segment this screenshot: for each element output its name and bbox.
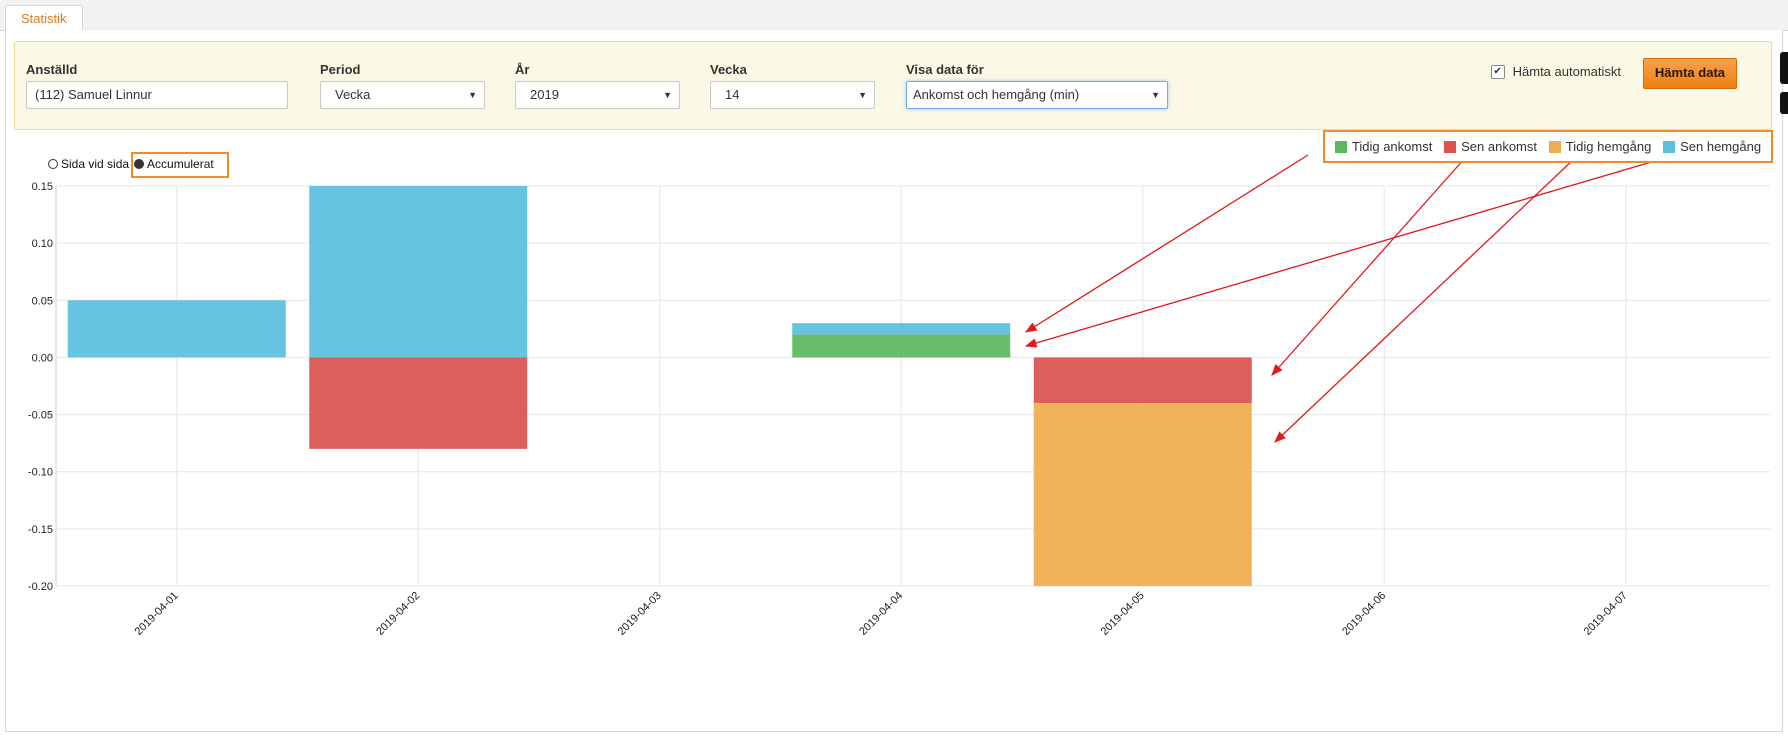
accumulated-highlight — [131, 152, 229, 178]
x-axis-ticks: 2019-04-01 2019-04-02 2019-04-03 2019-04-04… — [133, 590, 1630, 638]
legend-label: Tidig hemgång — [1565, 139, 1652, 154]
chart-legend: Tidig ankomst Sen ankomst Tidig hemgång … — [1323, 130, 1773, 163]
legend-label: Tidig ankomst — [1351, 139, 1433, 154]
radio-circle-selected[interactable] — [134, 159, 145, 169]
x-tick-label: 2019-04-05 — [1099, 590, 1147, 638]
annotation-arrow — [1025, 154, 1309, 333]
year-group: År 2019 ▼ — [515, 62, 680, 109]
show-data-group: Visa data för Ankomst och hemgång (min) … — [906, 62, 1168, 109]
period-value: Vecka — [335, 87, 371, 102]
year-label: År — [515, 62, 530, 77]
filter-panel: Anställd (112) Samuel Linnur Period Veck… — [14, 41, 1772, 130]
legend-item[interactable]: Sen ankomst — [1444, 139, 1537, 154]
tab-statistik[interactable]: Statistik — [5, 5, 83, 33]
y-tick-label: 0.05 — [32, 295, 53, 307]
side-handle[interactable] — [1780, 92, 1788, 114]
y-tick-label: -0.15 — [28, 524, 53, 536]
side-handle[interactable] — [1780, 52, 1788, 84]
bar-segment — [1033, 403, 1252, 586]
legend-swatch — [1663, 140, 1676, 153]
week-value: 14 — [725, 87, 740, 102]
x-tick-label: 2019-04-01 — [133, 590, 181, 638]
annotation-arrow — [1024, 157, 1666, 348]
dropdown-arrow-icon: ▼ — [858, 90, 867, 100]
year-value: 2019 — [530, 87, 559, 102]
show-data-label: Visa data för — [906, 62, 984, 77]
chart-bars — [67, 186, 1252, 586]
bar-segment — [67, 300, 286, 358]
y-tick-label: -0.10 — [28, 467, 53, 479]
week-label: Vecka — [710, 62, 747, 77]
x-tick-label: 2019-04-07 — [1582, 590, 1630, 638]
bar-segment — [1033, 357, 1252, 404]
y-tick-label: -0.20 — [28, 581, 53, 593]
period-select[interactable]: Vecka ▼ — [320, 81, 485, 109]
legend-swatch — [1444, 140, 1457, 153]
annotation-arrow — [1274, 157, 1576, 443]
x-tick-label: 2019-04-02 — [374, 590, 422, 638]
y-tick-label: 0.15 — [32, 181, 53, 193]
week-select[interactable]: 14 ▼ — [710, 81, 875, 109]
year-select[interactable]: 2019 ▼ — [515, 81, 680, 109]
bar-segment — [309, 186, 528, 358]
show-data-value: Ankomst och hemgång (min) — [913, 87, 1080, 102]
dropdown-arrow-icon: ▼ — [1151, 90, 1160, 100]
legend-swatch — [1548, 140, 1561, 153]
legend-item[interactable]: Tidig ankomst — [1334, 139, 1433, 154]
y-tick-label: -0.05 — [28, 410, 53, 422]
auto-fetch-label: Hämta automatiskt — [1512, 64, 1621, 79]
chart-grid — [55, 185, 1770, 587]
dropdown-arrow-icon: ▼ — [663, 90, 672, 100]
auto-fetch-checkbox[interactable]: ✔ — [1490, 64, 1505, 79]
annotation-arrows — [1024, 154, 1666, 443]
display-mode: Sida vid sida Accumulerat — [48, 157, 219, 171]
x-tick-label: 2019-04-06 — [1340, 590, 1388, 638]
legend-swatch — [1334, 140, 1347, 153]
legend-item[interactable]: Tidig hemgång — [1548, 139, 1652, 154]
radio-circle[interactable] — [48, 159, 58, 169]
radio-side-by-side-label: Sida vid sida — [61, 157, 130, 171]
y-tick-label: 0.10 — [32, 238, 53, 250]
x-tick-label: 2019-04-04 — [857, 590, 905, 638]
employee-label: Anställd — [26, 62, 78, 77]
bar-segment — [792, 334, 1011, 358]
fetch-data-button[interactable]: Hämta data — [1642, 58, 1737, 89]
annotation-arrow — [1271, 157, 1466, 376]
radio-accumulated[interactable]: Accumulerat — [134, 157, 214, 171]
bar-segment — [792, 323, 1011, 335]
legend-item[interactable]: Sen hemgång — [1663, 139, 1761, 154]
period-label: Period — [320, 62, 361, 77]
y-axis-ticks: 0.15 0.10 0.05 0.00 -0.05 -0.10 -0.15 -0.20 — [28, 181, 53, 593]
y-tick-label: 0.00 — [32, 352, 53, 364]
show-data-select[interactable]: Ankomst och hemgång (min) ▼ — [906, 81, 1168, 109]
auto-fetch[interactable]: ✔ Hämta automatiskt — [1490, 64, 1621, 79]
x-tick-label: 2019-04-03 — [616, 590, 664, 638]
legend-label: Sen hemgång — [1680, 139, 1762, 154]
radio-accumulated-label: Accumulerat — [147, 157, 214, 171]
radio-side-by-side[interactable]: Sida vid sida — [48, 157, 129, 171]
employee-input[interactable]: (112) Samuel Linnur — [26, 81, 288, 109]
employee-group: Anställd (112) Samuel Linnur — [26, 62, 288, 109]
legend-label: Sen ankomst — [1461, 139, 1537, 154]
period-group: Period Vecka ▼ — [320, 62, 485, 109]
week-group: Vecka 14 ▼ — [710, 62, 875, 109]
bar-segment — [309, 357, 528, 449]
dropdown-arrow-icon: ▼ — [468, 90, 477, 100]
